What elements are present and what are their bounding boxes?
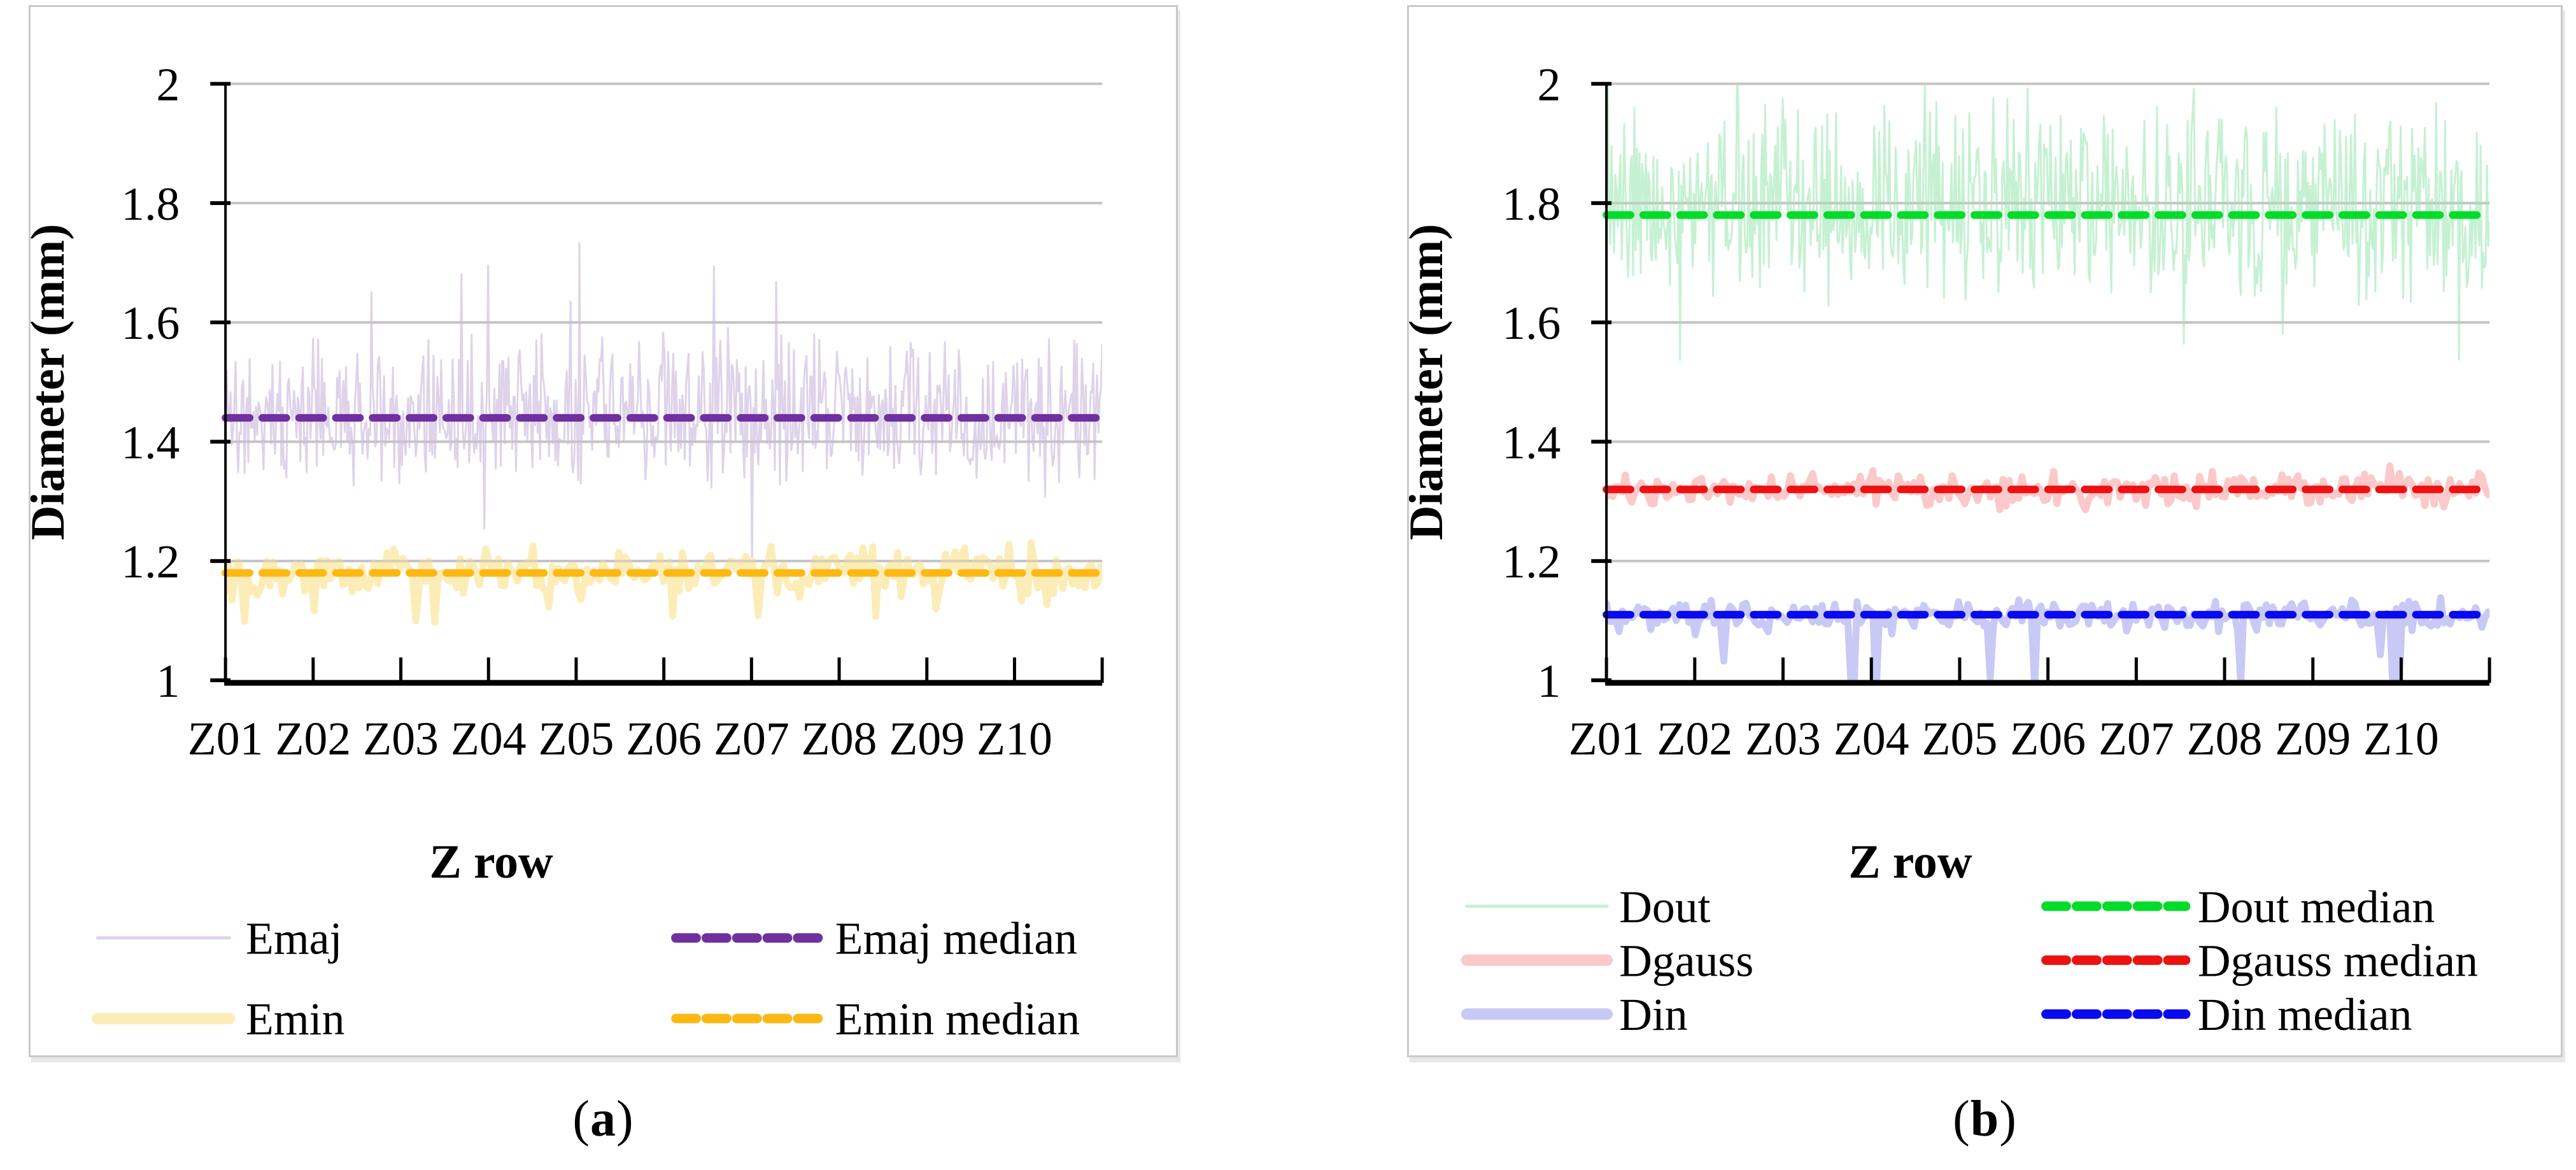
x-axis-title: Z row xyxy=(430,836,554,888)
series-emin xyxy=(225,539,1103,626)
x-tick-label: Z01 xyxy=(188,713,264,765)
y-tick-label: 1.4 xyxy=(1502,416,1560,468)
caption-open-paren: ( xyxy=(572,1091,590,1147)
legend-label-dgauss-median: Dgauss median xyxy=(2198,935,2478,986)
y-tick-label: 1.6 xyxy=(1502,297,1560,349)
x-tick-label: Z09 xyxy=(889,713,965,765)
x-tick-label: Z05 xyxy=(539,713,614,765)
series-dout xyxy=(1606,82,2490,361)
y-tick-label: 2 xyxy=(157,58,180,110)
caption-b: (b) xyxy=(1407,1090,2563,1148)
x-tick-label: Z04 xyxy=(1834,713,1909,765)
panel-a: 2 1.8 1.6 1.4 1.2 1 Z01 Z02 Z03 Z04 Z05 Z06 Z07 Z08 Z0… xyxy=(29,5,1178,1057)
y-tick-label: 1.8 xyxy=(1502,178,1560,230)
caption-letter-b: b xyxy=(1970,1091,2000,1147)
x-tick-label: Z06 xyxy=(626,713,702,765)
y-axis-title: Diameter (mm) xyxy=(31,224,74,540)
y-tick-label: 1.8 xyxy=(121,178,180,230)
x-axis-title: Z row xyxy=(1848,836,1972,888)
caption-open-paren: ( xyxy=(1953,1091,1971,1147)
series-emaj xyxy=(225,242,1103,573)
x-tick-label: Z08 xyxy=(2187,713,2263,765)
x-tick-label: Z08 xyxy=(802,713,877,765)
x-tick-label: Z03 xyxy=(363,713,439,765)
y-tick-label: 1 xyxy=(1538,655,1561,707)
caption-letter-a: a xyxy=(590,1091,616,1147)
x-tick-label: Z07 xyxy=(2098,713,2174,765)
legend-label-emaj-median: Emaj median xyxy=(835,913,1077,964)
legend-label-emin-median: Emin median xyxy=(835,994,1080,1045)
legend-label-din-median: Din median xyxy=(2198,989,2412,1040)
x-tick-label: Z06 xyxy=(2010,713,2086,765)
x-tick-label: Z04 xyxy=(451,713,527,765)
panel-b: 2 1.8 1.6 1.4 1.2 1 Z01 Z02 Z03 Z04 Z05 Z06 Z07 Z08 Z0… xyxy=(1407,5,2563,1057)
caption-a: (a) xyxy=(29,1090,1178,1148)
legend-label-din: Din xyxy=(1619,989,1688,1040)
x-tick-label: Z02 xyxy=(275,713,351,765)
x-tick-label: Z10 xyxy=(2363,713,2439,765)
y-tick-label: 2 xyxy=(1538,58,1561,110)
x-tick-label: Z09 xyxy=(2275,713,2351,765)
x-tick-label: Z05 xyxy=(1922,713,1998,765)
caption-close-paren: ) xyxy=(1999,1091,2017,1147)
y-tick-label: 1.2 xyxy=(121,536,180,588)
legend-label-emin: Emin xyxy=(246,994,344,1045)
caption-close-paren: ) xyxy=(616,1091,634,1147)
x-tick-label: Z07 xyxy=(714,713,789,765)
legend-label-dgauss: Dgauss xyxy=(1619,935,1753,986)
x-tick-label: Z01 xyxy=(1569,713,1645,765)
y-tick-label: 1.6 xyxy=(121,297,180,349)
x-tick-label: Z10 xyxy=(977,713,1052,765)
y-tick-label: 1 xyxy=(157,655,180,707)
y-tick-label: 1.4 xyxy=(121,416,180,468)
y-axis-title: Diameter (mm) xyxy=(1409,224,1453,540)
y-tick-label: 1.2 xyxy=(1502,536,1560,588)
legend-label-dout-median: Dout median xyxy=(2198,881,2435,932)
legend-label-dout: Dout xyxy=(1619,881,1711,932)
x-tick-label: Z02 xyxy=(1657,713,1732,765)
series-dgauss xyxy=(1606,462,2490,513)
legend-label-emaj: Emaj xyxy=(246,913,342,964)
x-tick-label: Z03 xyxy=(1745,713,1821,765)
